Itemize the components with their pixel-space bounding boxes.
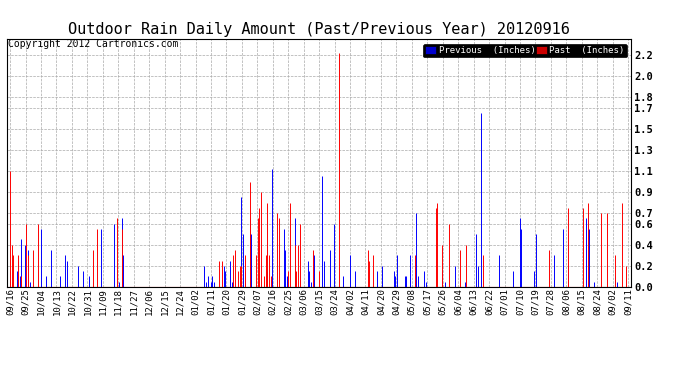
Legend: Previous  (Inches), Past  (Inches): Previous (Inches), Past (Inches): [423, 44, 627, 57]
Title: Outdoor Rain Daily Amount (Past/Previous Year) 20120916: Outdoor Rain Daily Amount (Past/Previous…: [68, 22, 570, 37]
Text: Copyright 2012 Cartronics.com: Copyright 2012 Cartronics.com: [8, 39, 179, 50]
